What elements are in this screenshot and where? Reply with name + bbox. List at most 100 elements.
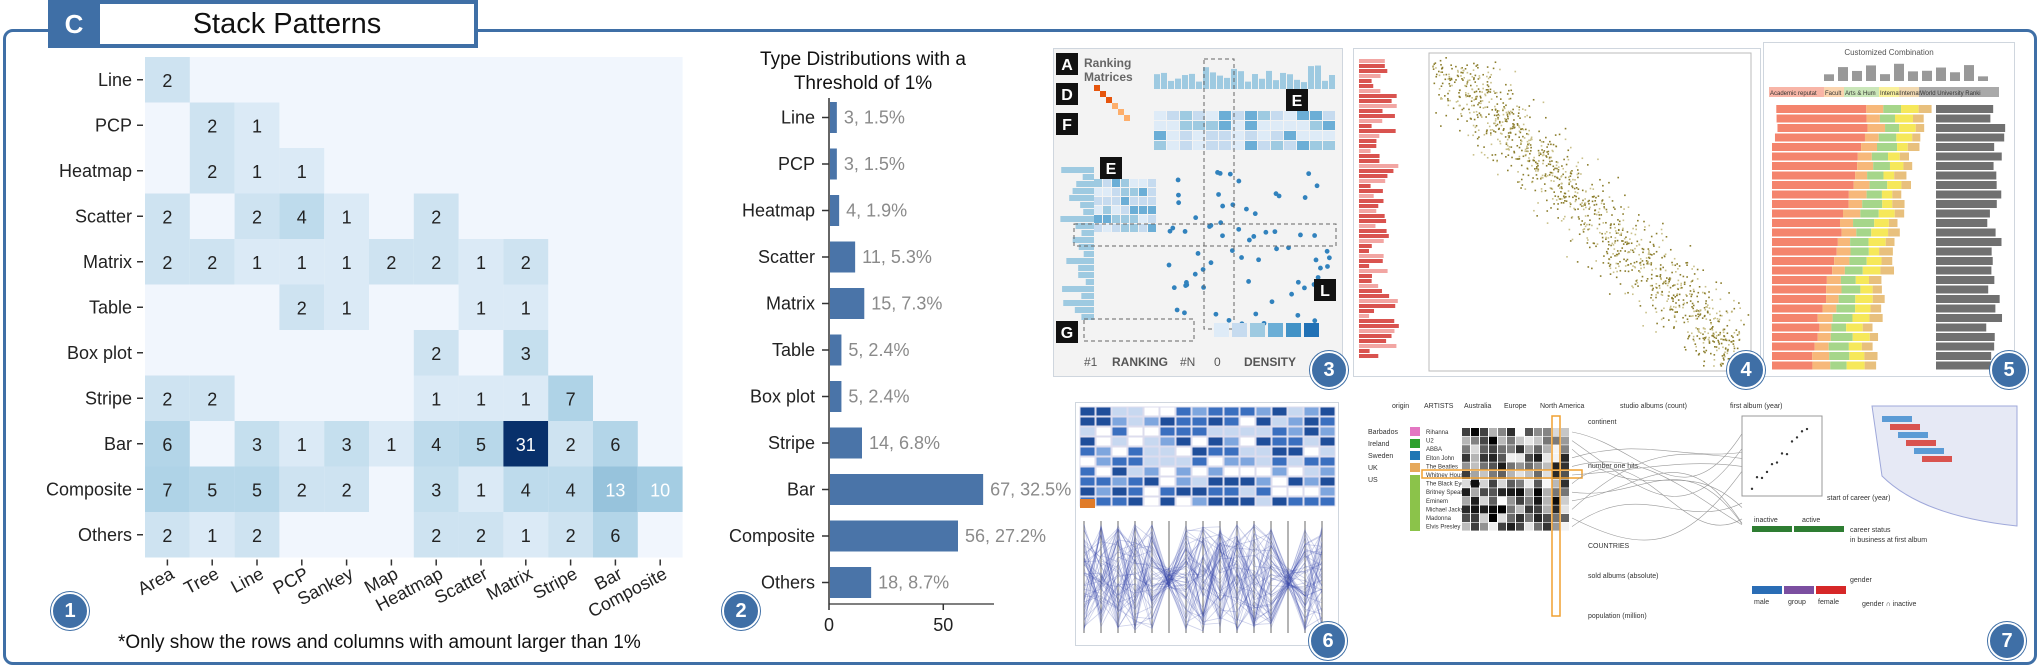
table-cell [1079, 426, 1096, 437]
matrix-dot [1615, 276, 1618, 279]
stack-segment [1899, 152, 1910, 161]
panel-label: D [1061, 87, 1073, 104]
matrix-dot [1561, 165, 1563, 167]
artist-matrix-cell [1498, 505, 1506, 514]
artist-matrix-cell [1489, 522, 1497, 531]
matrix-dot [1711, 299, 1714, 301]
map-dot [1312, 318, 1318, 324]
matrix-dot [1509, 127, 1512, 130]
matrix-dot [1709, 313, 1711, 316]
artist-matrix-cell [1543, 462, 1551, 471]
matrix-dot [1521, 128, 1524, 130]
hist-bar [1069, 195, 1094, 201]
matrix-dot [1555, 145, 1558, 148]
matrix-dot [1535, 162, 1538, 165]
matrix-dot [1628, 242, 1630, 245]
side-bar [1359, 74, 1381, 78]
continent-label: continent [1588, 419, 1616, 426]
matrix-dot [1551, 198, 1554, 200]
side-bar [1359, 194, 1374, 198]
matrix-dot [1533, 159, 1536, 162]
matrix-dot [1561, 187, 1563, 190]
matrix-dot [1606, 252, 1609, 255]
map-dot [1289, 291, 1295, 297]
matrix-dot [1697, 315, 1700, 318]
matrix-dot [1733, 347, 1736, 350]
heatmap-cell-value: 2 [207, 253, 217, 273]
matrix-dot [1506, 148, 1509, 151]
matrix-dot [1560, 175, 1563, 177]
matrix-dot [1522, 173, 1525, 176]
matrix-dot [1695, 327, 1697, 329]
matrix-dot [1652, 299, 1654, 302]
matrix-dot [1518, 108, 1521, 111]
stack-segment [1868, 247, 1880, 256]
bar-box-plot [830, 381, 842, 412]
pcp-line [1083, 525, 1323, 627]
table-cell [1287, 486, 1304, 497]
matrix-dot [1507, 154, 1510, 156]
bar-stripe [830, 427, 862, 459]
artist-matrix-cell [1507, 453, 1515, 462]
pcp-line [1083, 523, 1323, 626]
matrix-dot [1500, 124, 1503, 127]
matrix-dot [1490, 98, 1493, 100]
panel-label-box [1056, 53, 1078, 75]
matrix-dot [1440, 85, 1443, 88]
heatmap-cell [503, 330, 549, 376]
stack-segment [1772, 209, 1844, 218]
matrix-dot [1465, 94, 1467, 96]
matrix-dot [1645, 259, 1648, 262]
matrix-dot [1499, 98, 1502, 100]
matrix-dot [1635, 260, 1638, 263]
heatmap-cell-value: 1 [476, 298, 486, 318]
table-cell [1111, 466, 1128, 477]
map-dot [1295, 312, 1301, 318]
matrix-cell [1094, 215, 1102, 223]
matrix-dot [1710, 352, 1712, 355]
matrix-dot [1541, 154, 1544, 157]
matrix-dot [1516, 122, 1519, 125]
table-cell [1239, 416, 1256, 427]
artist-matrix-cell [1543, 445, 1551, 454]
artist-matrix-cell [1525, 453, 1533, 462]
matrix-dot [1712, 335, 1715, 338]
stack-segment [1772, 333, 1818, 341]
matrix-dot [1499, 91, 1502, 94]
artist-matrix-cell [1516, 505, 1524, 514]
stack-segment [1812, 352, 1830, 360]
matrix-dot [1706, 310, 1709, 313]
matrix-cell [1245, 121, 1257, 130]
matrix-dot [1702, 333, 1704, 336]
matrix-dot [1690, 281, 1693, 283]
matrix-cell [1148, 215, 1156, 223]
matrix-dot [1533, 156, 1535, 159]
zoom-cell [1906, 440, 1936, 446]
matrix-dot [1647, 253, 1650, 255]
matrix-dot [1575, 187, 1578, 189]
bar-label-stripe: Stripe [768, 433, 815, 453]
matrix-dot [1527, 143, 1529, 146]
top-hist-bar [1894, 63, 1904, 81]
heatmap-cell [189, 148, 235, 194]
matrix-dot [1623, 258, 1625, 261]
heatmap-cell [279, 466, 325, 512]
matrix-dot [1702, 342, 1705, 344]
matrix-cell [1258, 141, 1270, 150]
matrix-dot [1583, 223, 1586, 225]
matrix-dot [1677, 299, 1680, 301]
artist-matrix-cell [1498, 522, 1506, 531]
matrix-dot [1575, 198, 1577, 201]
artist-matrix-cell [1507, 514, 1515, 522]
matrix-dot [1740, 319, 1742, 322]
matrix-dot [1478, 75, 1481, 77]
matrix-dot [1673, 327, 1675, 329]
heatmap-cell-value: 1 [476, 253, 486, 273]
matrix-dot [1461, 108, 1464, 111]
matrix-dot [1709, 319, 1712, 321]
matrix-dot [1646, 262, 1648, 265]
matrix-dot [1509, 84, 1512, 86]
table-cell [1127, 446, 1144, 457]
matrix-dot [1513, 124, 1515, 127]
matrix-cell [1167, 121, 1179, 130]
